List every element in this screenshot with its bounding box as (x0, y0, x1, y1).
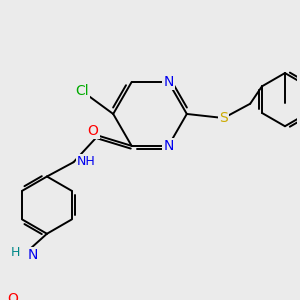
Text: O: O (88, 124, 99, 138)
Text: O: O (8, 292, 18, 300)
Text: N: N (163, 139, 174, 153)
Text: N: N (27, 248, 38, 262)
Text: N: N (163, 75, 174, 89)
Text: H: H (11, 247, 21, 260)
Text: NH: NH (77, 155, 95, 168)
Text: Cl: Cl (76, 85, 89, 98)
Text: S: S (219, 111, 228, 125)
